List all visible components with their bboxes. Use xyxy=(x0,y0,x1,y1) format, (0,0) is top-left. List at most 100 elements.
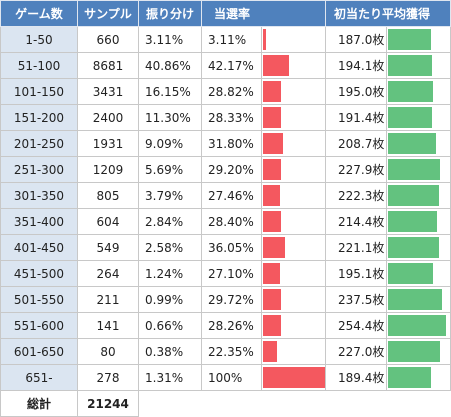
avg-bar-cell xyxy=(386,156,451,183)
avg-bar-cell xyxy=(386,104,451,131)
avg-per-hit-bar xyxy=(388,367,431,388)
samples-cell: 1209 xyxy=(77,156,139,183)
distribution-cell: 40.86% xyxy=(138,52,202,79)
avg-bar-cell xyxy=(386,338,451,365)
win-rate-bar-cell xyxy=(261,208,326,235)
win-rate-cell: 31.80% xyxy=(201,130,262,157)
avg-per-hit-cell: 227.9枚 xyxy=(325,156,387,183)
win-rate-cell: 36.05% xyxy=(201,234,262,261)
avg-per-hit-bar xyxy=(388,81,433,102)
samples-cell: 3431 xyxy=(77,78,139,105)
win-rate-bar-cell xyxy=(261,26,326,53)
table-row: 601-650 80 0.38% 22.35% 227.0枚 xyxy=(0,338,451,365)
win-rate-cell: 29.20% xyxy=(201,156,262,183)
avg-per-hit-bar xyxy=(388,263,433,284)
avg-bar-cell xyxy=(386,364,451,391)
table-row: 201-250 1931 9.09% 31.80% 208.7枚 xyxy=(0,130,451,157)
samples-cell: 549 xyxy=(77,234,139,261)
distribution-cell: 0.99% xyxy=(138,286,202,313)
avg-per-hit-cell: 189.4枚 xyxy=(325,364,387,391)
game-range-cell: 451-500 xyxy=(0,260,78,287)
win-rate-cell: 28.26% xyxy=(201,312,262,339)
avg-per-hit-bar xyxy=(388,159,440,180)
win-rate-cell: 28.40% xyxy=(201,208,262,235)
distribution-cell: 9.09% xyxy=(138,130,202,157)
game-range-cell: 501-550 xyxy=(0,286,78,313)
game-range-cell: 1-50 xyxy=(0,26,78,53)
table-row: 1-50 660 3.11% 3.11% 187.0枚 xyxy=(0,26,451,53)
game-range-cell: 351-400 xyxy=(0,208,78,235)
table-body: 1-50 660 3.11% 3.11% 187.0枚 51-100 8681 40.86% 4… xyxy=(0,26,451,391)
win-rate-bar-cell xyxy=(261,364,326,391)
samples-cell: 604 xyxy=(77,208,139,235)
samples-cell: 80 xyxy=(77,338,139,365)
header-samples: サンプル xyxy=(77,0,139,27)
table-row: 51-100 8681 40.86% 42.17% 194.1枚 xyxy=(0,52,451,79)
avg-per-hit-cell: 227.0枚 xyxy=(325,338,387,365)
avg-per-hit-bar xyxy=(388,341,440,362)
distribution-cell: 0.66% xyxy=(138,312,202,339)
avg-per-hit-bar xyxy=(388,107,432,128)
avg-per-hit-cell: 237.5枚 xyxy=(325,286,387,313)
table-row: 451-500 264 1.24% 27.10% 195.1枚 xyxy=(0,260,451,287)
table-row: 251-300 1209 5.69% 29.20% 227.9枚 xyxy=(0,156,451,183)
win-rate-bar-cell xyxy=(261,286,326,313)
avg-per-hit-cell: 254.4枚 xyxy=(325,312,387,339)
header-game-count: ゲーム数 xyxy=(0,0,78,27)
win-rate-cell: 28.82% xyxy=(201,78,262,105)
avg-per-hit-bar xyxy=(388,133,436,154)
header-avg-per-hit: 初当たり平均獲得 xyxy=(325,0,451,27)
avg-per-hit-bar xyxy=(388,289,442,310)
win-rate-bar xyxy=(263,341,277,362)
samples-cell: 8681 xyxy=(77,52,139,79)
game-range-cell: 301-350 xyxy=(0,182,78,209)
samples-cell: 211 xyxy=(77,286,139,313)
samples-cell: 278 xyxy=(77,364,139,391)
game-range-cell: 601-650 xyxy=(0,338,78,365)
avg-per-hit-bar xyxy=(388,315,446,336)
distribution-cell: 3.11% xyxy=(138,26,202,53)
win-rate-bar-cell xyxy=(261,104,326,131)
table-row: 551-600 141 0.66% 28.26% 254.4枚 xyxy=(0,312,451,339)
win-rate-bar xyxy=(263,29,266,50)
avg-per-hit-cell: 222.3枚 xyxy=(325,182,387,209)
win-rate-bar xyxy=(263,315,281,336)
table-row: 501-550 211 0.99% 29.72% 237.5枚 xyxy=(0,286,451,313)
avg-bar-cell xyxy=(386,182,451,209)
avg-bar-cell xyxy=(386,312,451,339)
header-win-rate: 当選率 xyxy=(201,0,326,27)
game-range-cell: 101-150 xyxy=(0,78,78,105)
win-rate-bar-cell xyxy=(261,78,326,105)
win-rate-bar xyxy=(263,81,281,102)
avg-bar-cell xyxy=(386,26,451,53)
samples-cell: 2400 xyxy=(77,104,139,131)
win-rate-bar-cell xyxy=(261,312,326,339)
win-rate-cell: 27.10% xyxy=(201,260,262,287)
avg-per-hit-bar xyxy=(388,29,431,50)
avg-per-hit-bar xyxy=(388,237,439,258)
avg-bar-cell xyxy=(386,260,451,287)
avg-per-hit-bar xyxy=(388,211,437,232)
avg-bar-cell xyxy=(386,52,451,79)
game-range-cell: 151-200 xyxy=(0,104,78,131)
distribution-cell: 3.79% xyxy=(138,182,202,209)
avg-bar-cell xyxy=(386,234,451,261)
win-rate-cell: 29.72% xyxy=(201,286,262,313)
distribution-cell: 1.31% xyxy=(138,364,202,391)
avg-per-hit-cell: 187.0枚 xyxy=(325,26,387,53)
game-range-cell: 401-450 xyxy=(0,234,78,261)
win-rate-bar-cell xyxy=(261,338,326,365)
distribution-cell: 16.15% xyxy=(138,78,202,105)
avg-per-hit-cell: 208.7枚 xyxy=(325,130,387,157)
avg-per-hit-cell: 191.4枚 xyxy=(325,104,387,131)
win-rate-cell: 22.35% xyxy=(201,338,262,365)
avg-per-hit-cell: 195.0枚 xyxy=(325,78,387,105)
win-rate-bar xyxy=(263,289,281,310)
distribution-cell: 2.84% xyxy=(138,208,202,235)
win-rate-bar-cell xyxy=(261,182,326,209)
game-range-cell: 651- xyxy=(0,364,78,391)
avg-per-hit-bar xyxy=(388,185,439,206)
table-row: 401-450 549 2.58% 36.05% 221.1枚 xyxy=(0,234,451,261)
